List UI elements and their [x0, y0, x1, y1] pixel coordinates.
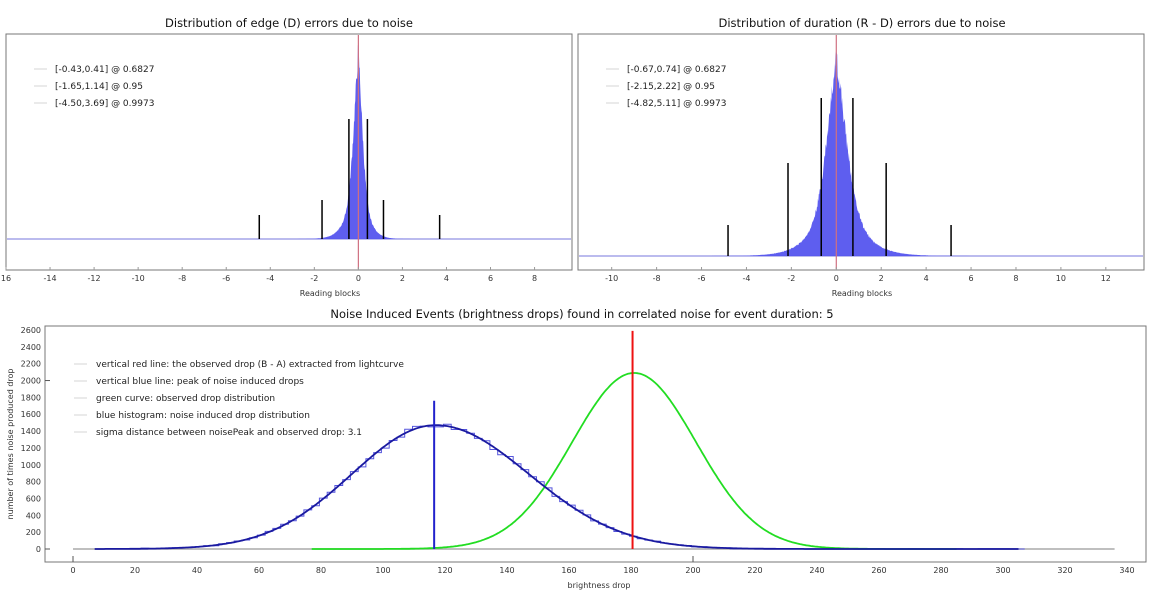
x-tick-label: 340	[1119, 566, 1134, 575]
x-tick-label: -4	[742, 274, 750, 283]
plot-frame	[5, 33, 573, 271]
x-tick-label: 12	[1101, 274, 1111, 283]
confidence-intervals	[727, 98, 952, 256]
x-tick-label: -6	[698, 274, 706, 283]
legend: vertical red line: the observed drop (B …	[74, 360, 404, 438]
x-tick-label: 300	[995, 566, 1010, 575]
x-tick-label: 10	[1056, 274, 1066, 283]
y-tick-label: 1000	[21, 461, 41, 470]
x-axis-ticks: 0 20 40 60 80 100 120 140 160 180 200 220 240 260 280 3…	[70, 556, 1135, 575]
x-tick-label: -6	[222, 274, 230, 283]
y-tick-label: 800	[26, 478, 41, 487]
confidence-intervals	[258, 119, 441, 239]
curves	[94, 372, 1019, 550]
y-tick-label: 2000	[21, 377, 41, 386]
legend-entry: [-4.50,3.69] @ 0.9973	[55, 99, 154, 109]
x-tick-label: 4	[924, 274, 929, 283]
y-tick-label: 1600	[21, 410, 41, 419]
x-tick-label: 6	[488, 274, 493, 283]
x-tick-label: 6	[969, 274, 974, 283]
legend-entry: vertical blue line: peak of noise induce…	[96, 377, 304, 387]
chart-title: Distribution of edge (D) errors due to n…	[165, 16, 413, 30]
x-tick-label: -2	[310, 274, 318, 283]
x-tick-label: 60	[254, 566, 264, 575]
y-tick-label: 1400	[21, 427, 41, 436]
x-tick-label: 220	[747, 566, 762, 575]
x-tick-label: 180	[623, 566, 638, 575]
x-tick-label: -8	[653, 274, 661, 283]
y-tick-label: 2200	[21, 360, 41, 369]
x-tick-label: -8	[178, 274, 186, 283]
legend-entry: [-0.67,0.74] @ 0.6827	[627, 65, 726, 75]
y-tick-label: 400	[26, 511, 41, 520]
legend: [-0.67,0.74] @ 0.6827 [-2.15,2.22] @ 0.95…	[606, 65, 726, 109]
x-tick-label: 0	[70, 566, 75, 575]
x-tick-label: 16	[1, 274, 11, 283]
legend-entry: [-0.43,0.41] @ 0.6827	[55, 65, 154, 75]
x-tick-label: 80	[316, 566, 326, 575]
legend-entry: [-2.15,2.22] @ 0.95	[627, 82, 715, 92]
y-axis-ticks: 0 200 400 600 800 1000 1200 1400 1600 1800 2000 220…	[21, 326, 50, 554]
noise-fit-curve	[94, 424, 1019, 550]
histogram	[578, 51, 1144, 257]
x-axis-label: Reading blocks	[832, 289, 892, 298]
x-tick-label: 4	[444, 274, 449, 283]
x-tick-label: 320	[1057, 566, 1072, 575]
legend-entry: green curve: observed drop distribution	[96, 394, 275, 404]
plot-frame	[44, 325, 1147, 563]
y-tick-label: 200	[26, 528, 41, 537]
chart-title: Distribution of duration (R - D) errors …	[718, 16, 1005, 30]
x-tick-label: -12	[88, 274, 101, 283]
x-tick-label: 20	[130, 566, 140, 575]
x-tick-label: 2	[879, 274, 884, 283]
x-tick-label: 0	[834, 274, 839, 283]
x-tick-label: 200	[685, 566, 700, 575]
edge-error-chart: Distribution of edge (D) errors due to n…	[1, 16, 573, 298]
x-tick-label: 260	[871, 566, 886, 575]
x-tick-label: 40	[192, 566, 202, 575]
x-tick-label: 120	[437, 566, 452, 575]
x-axis-label: Reading blocks	[300, 289, 360, 298]
x-axis-label: brightness drop	[568, 581, 631, 590]
legend: [-0.43,0.41] @ 0.6827 [-1.65,1.14] @ 0.95…	[34, 65, 154, 109]
x-tick-label: 100	[375, 566, 390, 575]
histogram	[6, 39, 572, 240]
x-tick-label: 2	[400, 274, 405, 283]
legend-entry: [-1.65,1.14] @ 0.95	[55, 82, 143, 92]
y-tick-label: 1800	[21, 393, 41, 402]
x-tick-label: -14	[44, 274, 57, 283]
y-axis-label: number of times noise produced drop	[6, 369, 15, 520]
x-tick-label: 160	[561, 566, 576, 575]
x-axis-ticks: 16 -14 -12 -10 -8 -6 -4 -2 0 2 4 6 8	[1, 267, 537, 283]
x-tick-label: 8	[1013, 274, 1018, 283]
legend-entry: vertical red line: the observed drop (B …	[96, 360, 404, 370]
noise-events-chart: Noise Induced Events (brightness drops) …	[6, 307, 1147, 590]
legend-entry: [-4.82,5.11] @ 0.9973	[627, 99, 726, 109]
x-tick-label: -2	[787, 274, 795, 283]
x-tick-label: 0	[356, 274, 361, 283]
y-tick-label: 2400	[21, 343, 41, 352]
vertical-lines	[433, 330, 634, 549]
x-axis-ticks: -10 -8 -6 -4 -2 0 2 4 6 8 10 12	[605, 267, 1111, 283]
legend-entry: sigma distance between noisePeak and obs…	[96, 428, 362, 438]
legend-entry: blue histogram: noise induced drop distr…	[96, 411, 310, 421]
x-tick-label: -4	[266, 274, 274, 283]
x-tick-label: 8	[532, 274, 537, 283]
x-tick-label: 280	[933, 566, 948, 575]
x-tick-label: -10	[605, 274, 618, 283]
x-tick-label: 240	[809, 566, 824, 575]
y-tick-label: 2600	[21, 326, 41, 335]
x-tick-label: 140	[499, 566, 514, 575]
x-tick-label: -10	[132, 274, 145, 283]
y-tick-label: 0	[36, 545, 41, 554]
duration-error-chart: Distribution of duration (R - D) errors …	[577, 16, 1145, 298]
y-tick-label: 600	[26, 494, 41, 503]
y-tick-label: 1200	[21, 444, 41, 453]
chart-title: Noise Induced Events (brightness drops) …	[330, 307, 833, 321]
